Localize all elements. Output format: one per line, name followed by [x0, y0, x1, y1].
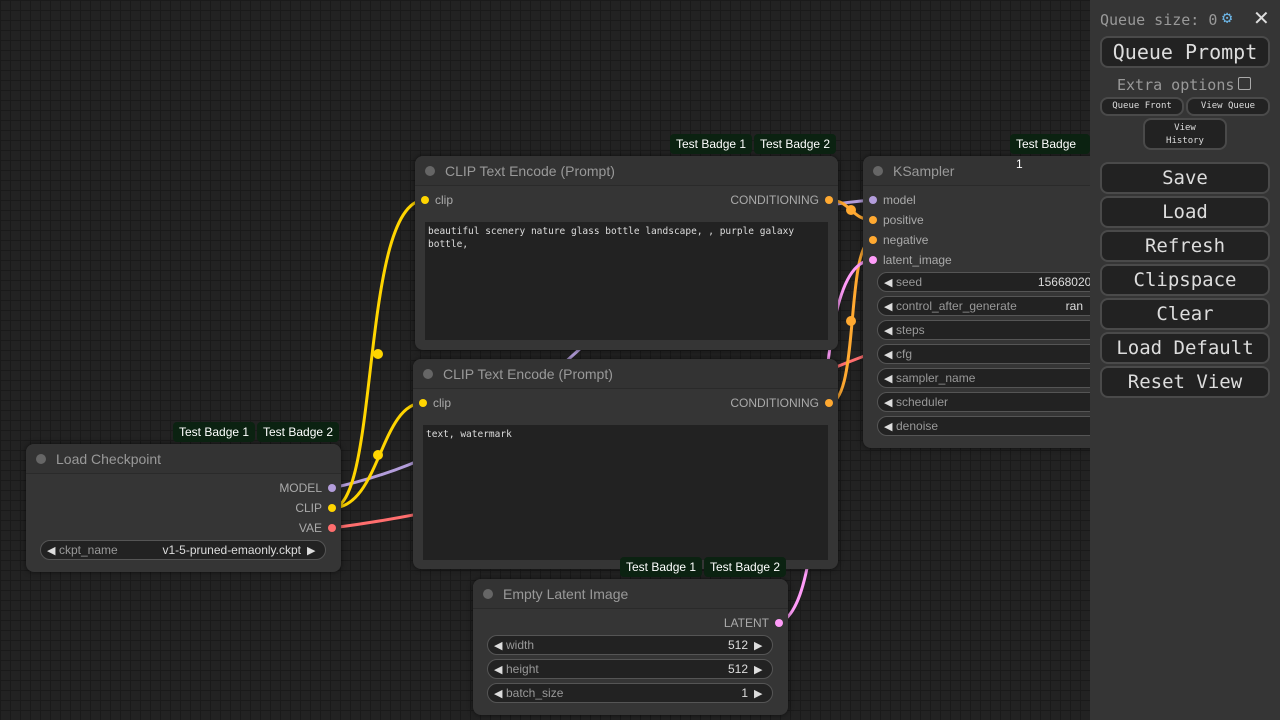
- widget-width[interactable]: ◀ width 512 ▶: [487, 635, 773, 655]
- queue-prompt-button[interactable]: Queue Prompt: [1100, 36, 1270, 68]
- load-default-button[interactable]: Load Default: [1100, 332, 1270, 364]
- queue-size: Queue size: 0: [1100, 11, 1218, 29]
- widget-cfg[interactable]: ◀ cfg: [877, 344, 1090, 364]
- node-badge: Test Badge 2: [754, 134, 837, 154]
- collapse-dot[interactable]: [483, 588, 493, 599]
- link-midpoint[interactable]: [373, 450, 383, 460]
- widget-height[interactable]: ◀ height 512 ▶: [487, 659, 773, 679]
- reset-view-button[interactable]: Reset View: [1100, 366, 1270, 398]
- graph-canvas[interactable]: Test Badge 1 Test Badge 2 CLIP Text Enco…: [0, 0, 1090, 720]
- node-badge: Test Badge 2: [704, 557, 787, 577]
- node-title: CLIP Text Encode (Prompt): [443, 365, 613, 382]
- node-badge: Test Badge 2: [257, 422, 340, 442]
- collapse-dot[interactable]: [873, 165, 883, 176]
- link-clip-1: [331, 198, 426, 510]
- node-title: Load Checkpoint: [56, 450, 162, 467]
- link-midpoint[interactable]: [373, 349, 383, 359]
- node-empty-latent-image[interactable]: Empty Latent Image LATENT ◀ width 512 ▶ ◀ he…: [473, 579, 788, 715]
- gear-icon[interactable]: ⚙: [1222, 8, 1233, 28]
- widget-sampler-name[interactable]: ◀ sampler_name: [877, 368, 1090, 388]
- widget-steps[interactable]: ◀ steps: [877, 320, 1090, 340]
- node-title: Empty Latent Image: [503, 585, 629, 602]
- output-conditioning[interactable]: CONDITIONING: [730, 393, 833, 413]
- widget-scheduler[interactable]: ◀ scheduler: [877, 392, 1090, 412]
- refresh-button[interactable]: Refresh: [1100, 230, 1270, 262]
- widget-seed[interactable]: ◀seed156680208: [877, 272, 1090, 292]
- node-load-checkpoint[interactable]: Load Checkpoint MODEL CLIP VAE ◀ ckpt_nam…: [26, 444, 341, 572]
- view-history-button[interactable]: View History: [1143, 118, 1227, 150]
- widget-control-after-generate[interactable]: ◀ control_after_generate ran: [877, 296, 1090, 316]
- widget-ckpt-name[interactable]: ◀ ckpt_name v1-5-pruned-emaonly.ckpt ▶: [40, 540, 326, 560]
- close-icon[interactable]: ✕: [1253, 6, 1270, 30]
- load-button[interactable]: Load: [1100, 196, 1270, 228]
- link-midpoint[interactable]: [846, 316, 856, 326]
- node-badge: Test Badge 1: [620, 557, 703, 577]
- node-clip-text-encode-negative[interactable]: CLIP Text Encode (Prompt) clip CONDITION…: [413, 359, 838, 569]
- increment-arrow-icon: ▶: [307, 544, 316, 557]
- input-clip[interactable]: clip: [419, 393, 451, 413]
- decrement-arrow-icon: ◀: [47, 544, 56, 557]
- input-latent-image[interactable]: latent_image: [869, 250, 952, 270]
- node-badge: Test Badge 1: [1010, 134, 1090, 171]
- queue-panel: Queue size: 0 ⚙ ✕ Queue Prompt Extra opt…: [1090, 0, 1280, 720]
- input-negative[interactable]: negative: [869, 230, 928, 250]
- output-latent[interactable]: LATENT: [724, 613, 783, 633]
- node-clip-text-encode-positive[interactable]: CLIP Text Encode (Prompt) clip CONDITION…: [415, 156, 838, 350]
- link-midpoint[interactable]: [846, 205, 856, 215]
- node-badge: Test Badge 1: [670, 134, 753, 154]
- input-positive[interactable]: positive: [869, 210, 924, 230]
- output-conditioning[interactable]: CONDITIONING: [730, 190, 833, 210]
- collapse-dot[interactable]: [425, 165, 435, 176]
- queue-front-button[interactable]: Queue Front: [1100, 97, 1184, 116]
- clear-button[interactable]: Clear: [1100, 298, 1270, 330]
- prompt-textarea[interactable]: text, watermark: [423, 425, 828, 560]
- node-title: CLIP Text Encode (Prompt): [445, 162, 615, 179]
- prompt-textarea[interactable]: beautiful scenery nature glass bottle la…: [425, 222, 828, 340]
- collapse-dot[interactable]: [36, 453, 46, 464]
- extra-options-label: Extra options: [1117, 76, 1235, 94]
- view-queue-button[interactable]: View Queue: [1186, 97, 1270, 116]
- output-model[interactable]: MODEL: [279, 478, 336, 498]
- input-clip[interactable]: clip: [421, 190, 453, 210]
- output-vae[interactable]: VAE: [299, 518, 336, 538]
- node-badge: Test Badge 1: [173, 422, 256, 442]
- output-clip[interactable]: CLIP: [295, 498, 336, 518]
- clipspace-button[interactable]: Clipspace: [1100, 264, 1270, 296]
- widget-denoise[interactable]: ◀ denoise: [877, 416, 1090, 436]
- save-button[interactable]: Save: [1100, 162, 1270, 194]
- collapse-dot[interactable]: [423, 368, 433, 379]
- extra-options-checkbox[interactable]: [1238, 77, 1251, 90]
- node-ksampler[interactable]: KSampler model positive negative latent_…: [863, 156, 1090, 448]
- node-title: KSampler: [893, 162, 955, 179]
- widget-batch-size[interactable]: ◀ batch_size 1 ▶: [487, 683, 773, 703]
- input-model[interactable]: model: [869, 190, 916, 210]
